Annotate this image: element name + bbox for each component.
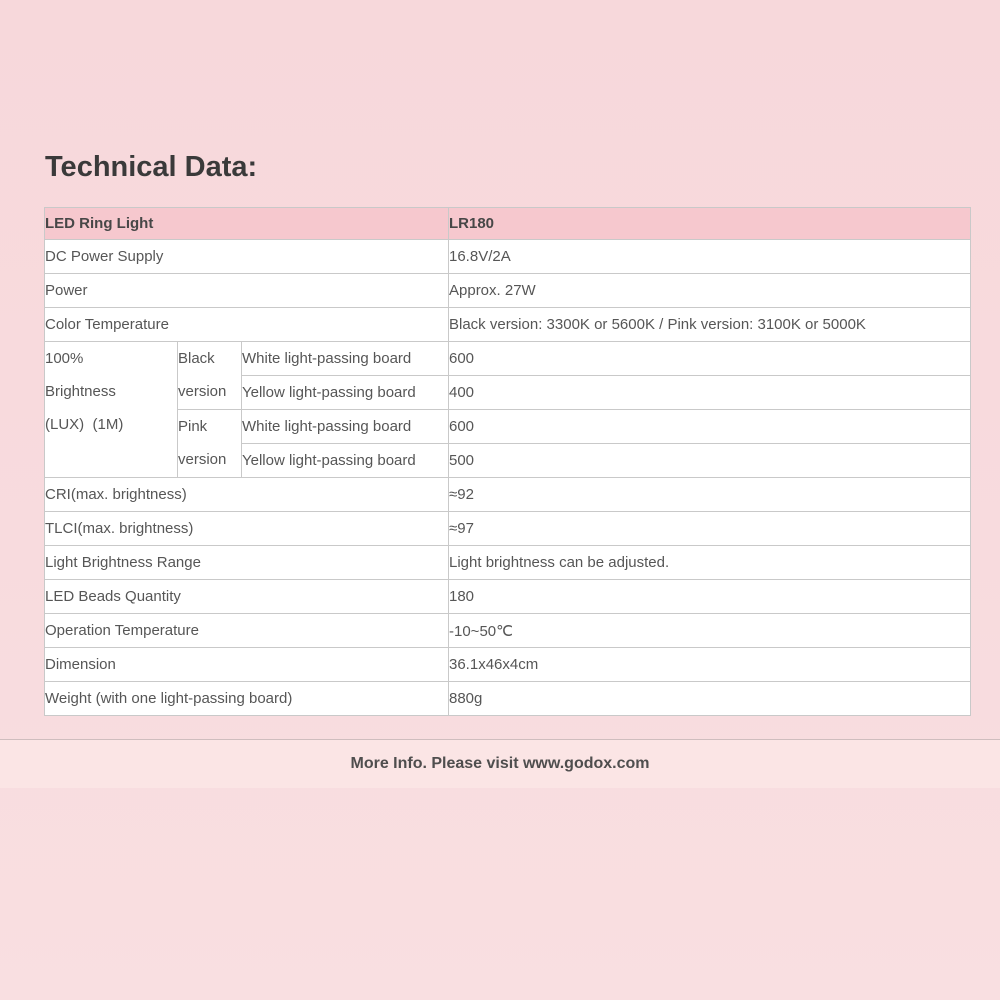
- row-value: Light brightness can be adjusted.: [448, 545, 971, 580]
- brightness-label-line: 100%: [45, 350, 84, 367]
- table-row: Weight (with one light-passing board) 88…: [44, 681, 971, 716]
- row-value: 36.1x46x4cm: [448, 647, 971, 682]
- row-value: 16.8V/2A: [448, 239, 971, 274]
- brightness-value-cell: 600: [448, 409, 971, 444]
- brightness-row: Pink version White light-passing board 6…: [45, 409, 971, 478]
- row-label: Weight (with one light-passing board): [44, 681, 449, 716]
- table-row: Operation Temperature -10~50℃: [44, 613, 971, 648]
- header-model-cell: LR180: [448, 207, 971, 240]
- row-label: Operation Temperature: [44, 613, 449, 648]
- table-row: Color Temperature Black version: 3300K o…: [44, 307, 971, 342]
- row-value: 180: [448, 579, 971, 614]
- row-label: LED Beads Quantity: [44, 579, 449, 614]
- brightness-row: 100% Brightness (LUX) (1M) Black version…: [44, 341, 971, 478]
- table-row: CRI(max. brightness) ≈92: [44, 477, 971, 512]
- row-value: ≈92: [448, 477, 971, 512]
- brightness-board-cell: Yellow light-passing board: [241, 375, 449, 410]
- row-value: 880g: [448, 681, 971, 716]
- spec-table: LED Ring Light LR180 DC Power Supply 16.…: [44, 207, 971, 716]
- row-label: CRI(max. brightness): [44, 477, 449, 512]
- row-value: -10~50℃: [448, 613, 971, 648]
- brightness-board-cell: White light-passing board: [241, 409, 449, 444]
- row-label: Light Brightness Range: [44, 545, 449, 580]
- row-label: TLCI(max. brightness): [44, 511, 449, 546]
- brightness-value-cell: 600: [448, 341, 971, 376]
- row-label: Dimension: [44, 647, 449, 682]
- brightness-board-cell: Yellow light-passing board: [241, 443, 449, 478]
- table-row: LED Beads Quantity 180: [44, 579, 971, 614]
- table-row: TLCI(max. brightness) ≈97: [44, 511, 971, 546]
- row-value: Approx. 27W: [448, 273, 971, 308]
- brightness-row: Yellow light-passing board 500: [45, 443, 971, 478]
- brightness-value-cell: 400: [448, 375, 971, 410]
- page-title: Technical Data:: [45, 151, 258, 183]
- row-label: DC Power Supply: [44, 239, 449, 274]
- table-row: Power Approx. 27W: [44, 273, 971, 308]
- brightness-label-line: Brightness: [45, 383, 116, 400]
- brightness-version-pink-cell: Pink version: [177, 409, 242, 478]
- header-product-cell: LED Ring Light: [44, 207, 449, 240]
- footer-band: More Info. Please visit www.godox.com: [0, 739, 1000, 788]
- brightness-board-cell: White light-passing board: [241, 341, 449, 376]
- table-row: Dimension 36.1x46x4cm: [44, 647, 971, 682]
- table-row: DC Power Supply 16.8V/2A: [44, 239, 971, 274]
- row-label: Color Temperature: [44, 307, 449, 342]
- brightness-label-cell: 100% Brightness (LUX) (1M): [44, 341, 178, 478]
- row-value: Black version: 3300K or 5600K / Pink ver…: [448, 307, 971, 342]
- table-row: Light Brightness Range Light brightness …: [44, 545, 971, 580]
- row-value: ≈97: [448, 511, 971, 546]
- brightness-version-black-cell: Black version: [177, 341, 242, 410]
- brightness-label-line: (LUX) (1M): [45, 416, 124, 433]
- table-header-row: LED Ring Light LR180: [44, 207, 971, 240]
- brightness-row: Yellow light-passing board 400: [45, 375, 971, 410]
- row-label: Power: [44, 273, 449, 308]
- footer-text: More Info. Please visit www.godox.com: [350, 755, 650, 772]
- brightness-value-cell: 500: [448, 443, 971, 478]
